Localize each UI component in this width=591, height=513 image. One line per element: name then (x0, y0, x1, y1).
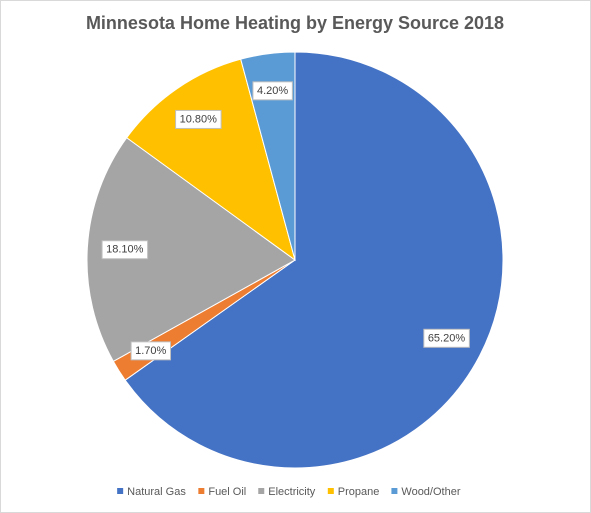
data-label-text: 1.70% (135, 345, 166, 357)
data-label-box (423, 328, 470, 348)
legend-label: Natural Gas (127, 486, 186, 498)
data-label-text: 18.10% (106, 244, 144, 256)
data-label-box (101, 240, 149, 260)
legend-label: Electricity (268, 486, 316, 498)
pie-slice (124, 51, 504, 469)
legend-label: Fuel Oil (208, 486, 246, 498)
legend-swatch (258, 488, 265, 494)
legend-swatch (327, 488, 334, 494)
data-label-text: 65.20% (428, 332, 466, 344)
data-label-text: 10.80% (180, 113, 218, 125)
data-label-box (175, 109, 222, 129)
legend-swatch (198, 488, 205, 494)
data-label-box (130, 341, 172, 361)
chart-title: Minnesota Home Heating by Energy Source … (86, 13, 504, 33)
legend-label: Propane (338, 486, 380, 498)
pie-slice (86, 137, 296, 363)
data-label-text: 4.20% (257, 85, 288, 97)
pie-slice (240, 51, 296, 261)
pie-slice (126, 58, 296, 262)
legend-swatch (117, 488, 124, 494)
legend-swatch (391, 488, 398, 494)
data-label-box (252, 81, 293, 101)
legend-label: Wood/Other (401, 486, 460, 498)
